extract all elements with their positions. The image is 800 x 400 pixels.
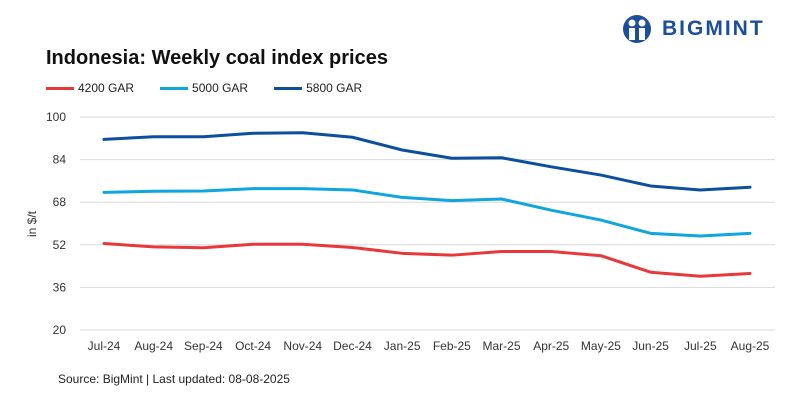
chart-title: Indonesia: Weekly coal index prices xyxy=(46,47,388,69)
y-tick-label: 100 xyxy=(46,110,66,124)
series-line-5000-gar xyxy=(102,187,752,238)
y-axis-label: in $/t xyxy=(25,210,39,237)
legend-item-4200: 4200 GAR xyxy=(46,81,134,95)
legend-swatch xyxy=(160,86,189,90)
x-tick-label: Dec-24 xyxy=(333,339,372,353)
x-tick-label: Aug-24 xyxy=(134,339,173,353)
source-note: Source: BigMint | Last updated: 08-08-20… xyxy=(58,372,290,386)
legend-label: 5800 GAR xyxy=(306,81,363,95)
x-tick-label: Sep-24 xyxy=(184,339,223,353)
x-tick-label: Jul-24 xyxy=(88,339,121,353)
legend-item-5000: 5000 GAR xyxy=(160,81,248,95)
x-tick-label: Feb-25 xyxy=(433,339,471,353)
x-tick-label: Apr-25 xyxy=(533,339,569,353)
legend-swatch xyxy=(46,86,74,90)
y-tick-label: 84 xyxy=(53,153,67,167)
y-tick-label: 20 xyxy=(53,323,67,337)
x-tick-label: Jan-25 xyxy=(384,339,421,353)
x-tick-label: Jun-25 xyxy=(632,339,669,353)
legend-item-5800: 5800 GAR xyxy=(274,81,362,95)
series-line-4200-gar xyxy=(102,241,752,278)
y-tick-label: 52 xyxy=(53,238,67,252)
legend: 4200 GAR 5000 GAR 5800 GAR xyxy=(46,81,362,95)
legend-label: 4200 GAR xyxy=(78,81,135,95)
x-tick-label: Nov-24 xyxy=(283,339,322,353)
series-line-5800-gar xyxy=(102,131,752,192)
legend-swatch xyxy=(274,86,303,90)
x-tick-label: Jul-25 xyxy=(684,339,717,353)
y-tick-label: 36 xyxy=(53,280,67,294)
brand-name: BIGMINT xyxy=(662,17,765,40)
y-tick-label: 68 xyxy=(53,195,67,209)
x-tick-label: May-25 xyxy=(581,339,621,353)
bigmint-logo-icon xyxy=(623,15,651,43)
x-tick-label: Mar-25 xyxy=(483,339,521,353)
x-tick-label: Oct-24 xyxy=(235,339,271,353)
x-tick-label: Aug-25 xyxy=(731,339,770,353)
legend-label: 5000 GAR xyxy=(192,81,249,95)
brand-logo: BIGMINT xyxy=(622,14,765,44)
